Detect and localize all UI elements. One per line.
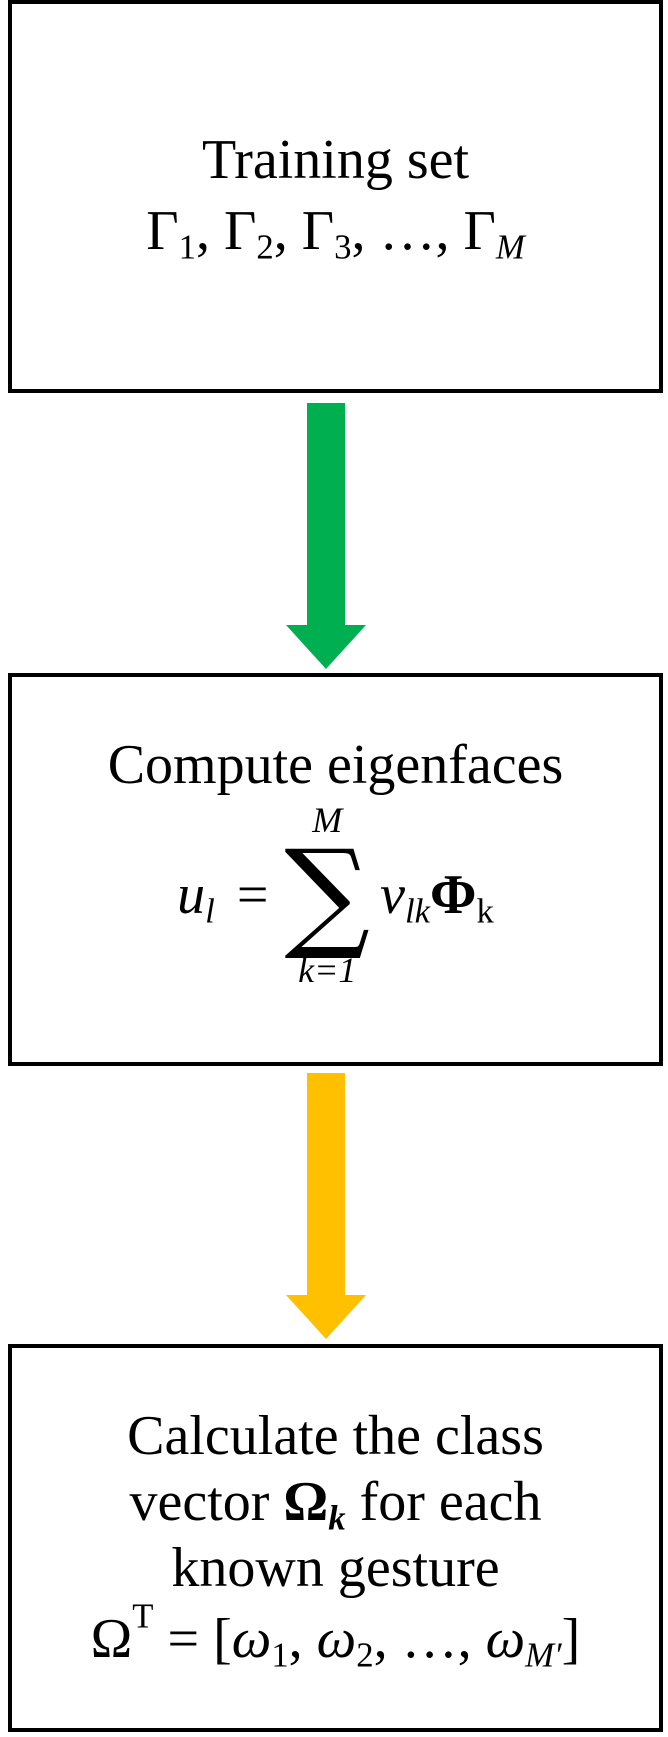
training-set-box: Training set Γ1, Γ2, Γ3, …, ΓM bbox=[8, 0, 663, 393]
eigenfaces-title: Compute eigenfaces bbox=[107, 734, 564, 797]
training-set-formula: Γ1, Γ2, Γ3, …, ΓM bbox=[146, 200, 525, 267]
omega-m-subscript: M′ bbox=[525, 1635, 562, 1675]
omega-bold: Ω bbox=[283, 1471, 329, 1534]
sum-lower-limit: k=1 bbox=[298, 949, 357, 990]
phi-subscript: k bbox=[476, 891, 494, 931]
open-bracket: [ bbox=[213, 1607, 232, 1670]
u-subscript: l bbox=[205, 891, 215, 931]
gamma-3: Γ bbox=[301, 200, 335, 263]
class-vector-line-1: Calculate the class bbox=[127, 1405, 544, 1468]
gamma-2-subscript: 2 bbox=[256, 227, 274, 267]
ellipsis-2: … bbox=[401, 1607, 458, 1670]
close-bracket: ] bbox=[561, 1607, 581, 1670]
gamma-m-subscript: M bbox=[495, 227, 525, 267]
omega-symbol: Ω bbox=[90, 1607, 133, 1670]
gamma-2: Γ bbox=[223, 200, 257, 263]
omega-2: ω bbox=[316, 1607, 357, 1670]
omega-1-subscript: 1 bbox=[271, 1635, 289, 1675]
omega-bold-subscript: k bbox=[328, 1499, 346, 1539]
u-symbol: u bbox=[177, 863, 206, 926]
gamma-3-subscript: 3 bbox=[334, 227, 352, 267]
class-vector-formula: ΩT = [ω1, ω2, …, ωM′] bbox=[90, 1596, 581, 1675]
class-vector-line-3: known gesture bbox=[171, 1537, 500, 1600]
gamma-1-subscript: 1 bbox=[178, 227, 196, 267]
equals-sign: = bbox=[236, 863, 269, 926]
eigenfaces-formula: ul = M ∑ k=1 vlkΦk bbox=[177, 802, 494, 988]
v-subscript: lk bbox=[404, 891, 431, 931]
gamma-m: Γ bbox=[463, 200, 496, 263]
class-vector-box: Calculate the class vector Ωk for each k… bbox=[8, 1344, 663, 1732]
training-set-title: Training set bbox=[201, 128, 470, 191]
down-arrow-amber bbox=[286, 1073, 366, 1339]
omega-1: ω bbox=[231, 1607, 272, 1670]
sigma-symbol: ∑ bbox=[284, 824, 371, 964]
gamma-1: Γ bbox=[146, 200, 179, 263]
omega-m: ω bbox=[485, 1607, 526, 1670]
line-2-suffix: for each bbox=[345, 1471, 542, 1534]
sum-upper-limit: M bbox=[312, 799, 343, 840]
eigenfaces-box: Compute eigenfaces ul = M ∑ k=1 vlkΦk bbox=[8, 673, 663, 1066]
equals-sign-2: = bbox=[167, 1607, 200, 1670]
v-symbol: v bbox=[380, 863, 405, 926]
class-vector-line-2: vector Ωk for each bbox=[129, 1469, 542, 1539]
ellipsis: … bbox=[379, 200, 436, 263]
line-2-prefix: vector bbox=[129, 1471, 284, 1534]
phi-symbol: Φ bbox=[430, 863, 477, 926]
summation: M ∑ k=1 bbox=[284, 802, 370, 988]
down-arrow-green bbox=[286, 403, 366, 669]
omega-2-subscript: 2 bbox=[356, 1635, 374, 1675]
transpose-superscript: T bbox=[132, 1596, 154, 1636]
